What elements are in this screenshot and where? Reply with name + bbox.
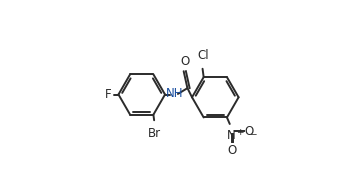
Text: O: O xyxy=(227,144,236,157)
Text: +: + xyxy=(236,128,244,137)
Text: NH: NH xyxy=(166,87,183,100)
Text: −: − xyxy=(249,129,257,138)
Text: Br: Br xyxy=(147,127,160,140)
Text: O: O xyxy=(180,55,189,68)
Text: Cl: Cl xyxy=(197,49,209,62)
Text: F: F xyxy=(105,88,112,101)
Text: O: O xyxy=(244,125,253,138)
Text: N: N xyxy=(227,129,236,142)
